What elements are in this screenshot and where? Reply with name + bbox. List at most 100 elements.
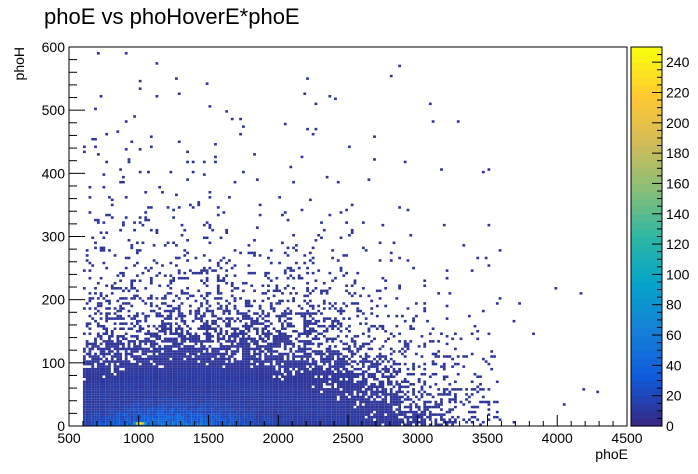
heatmap-bin [135, 337, 139, 341]
heatmap-bin [219, 393, 223, 396]
heatmap-bin [175, 370, 178, 373]
heatmap-bin [239, 375, 242, 378]
heatmap-bin [208, 383, 212, 386]
heatmap-bin [361, 377, 365, 381]
heatmap-bin [149, 294, 153, 298]
heatmap-bin [294, 420, 298, 424]
heatmap-bin [320, 352, 323, 356]
heatmap-bin [133, 393, 136, 396]
heatmap-bin [334, 380, 337, 384]
heatmap-bin [342, 357, 346, 361]
heatmap-bin [219, 355, 223, 358]
heatmap-bin [278, 393, 282, 396]
heatmap-bin [294, 398, 298, 401]
heatmap-bin [476, 405, 480, 409]
heatmap-bin [216, 261, 220, 265]
heatmap-bin [127, 413, 131, 416]
heatmap-bin [348, 377, 351, 381]
heatmap-bin [161, 400, 164, 404]
heatmap-bin [124, 367, 128, 371]
heatmap-bin [350, 350, 354, 353]
heatmap-bin [163, 415, 167, 419]
heatmap-bin [141, 388, 145, 391]
heatmap-bin [241, 372, 245, 376]
heatmap-bin [345, 403, 348, 406]
heatmap-bin [116, 400, 120, 404]
heatmap-bin [303, 360, 307, 363]
heatmap-bin [228, 403, 231, 406]
heatmap-bin [172, 385, 176, 389]
heatmap-bin [216, 292, 220, 295]
heatmap-bin [222, 415, 226, 419]
heatmap-bin [398, 390, 402, 394]
heatmap-bin [300, 415, 304, 419]
heatmap-bin [289, 390, 293, 394]
heatmap-bin [133, 388, 136, 391]
heatmap-bin [470, 393, 474, 396]
heatmap-bin [194, 342, 198, 346]
heatmap-bin [99, 403, 103, 406]
heatmap-bin [110, 395, 114, 399]
heatmap-bin [214, 352, 217, 356]
heatmap-bin [258, 408, 262, 411]
heatmap-bin [414, 423, 418, 426]
heatmap-bin [149, 372, 153, 376]
heatmap-bin [152, 355, 156, 358]
heatmap-bin [91, 385, 95, 389]
heatmap-bin [434, 413, 438, 416]
heatmap-bin [155, 304, 159, 308]
heatmap-bin [253, 312, 256, 315]
heatmap-bin [353, 367, 357, 371]
heatmap-bin [236, 347, 240, 351]
heatmap-bin [133, 342, 136, 346]
heatmap-bin [384, 370, 388, 373]
heatmap-bin [236, 372, 240, 376]
heatmap-bin [314, 395, 318, 399]
colorbar-band [631, 281, 662, 291]
heatmap-bin [161, 372, 164, 376]
heatmap-bin [99, 400, 103, 404]
heatmap-bin [233, 393, 237, 396]
heatmap-bin [214, 400, 217, 404]
heatmap-bin [208, 324, 212, 328]
heatmap-bin [108, 249, 111, 252]
heatmap-bin [172, 370, 176, 373]
heatmap-bin [308, 390, 312, 394]
heatmap-bin [105, 294, 109, 298]
heatmap-bin [244, 332, 248, 336]
heatmap-bin [361, 420, 365, 424]
heatmap-bin [236, 415, 240, 419]
heatmap-bin [105, 299, 109, 303]
heatmap-bin [364, 249, 368, 252]
heatmap-bin [294, 362, 298, 366]
heatmap-bin [292, 362, 295, 366]
heatmap-bin [286, 362, 290, 366]
heatmap-bin [275, 340, 279, 343]
heatmap-bin [138, 87, 142, 90]
heatmap-bin [423, 400, 427, 404]
heatmap-bin [328, 403, 332, 406]
heatmap-bin [334, 420, 337, 424]
heatmap-bin [191, 372, 195, 376]
heatmap-bin [345, 360, 348, 363]
heatmap-bin [169, 390, 173, 394]
heatmap-bin [423, 405, 427, 409]
heatmap-bin [163, 367, 167, 371]
heatmap-bin [177, 393, 181, 396]
heatmap-bin [303, 377, 307, 381]
heatmap-bin [202, 236, 206, 240]
heatmap-bin [286, 413, 290, 416]
heatmap-bin [328, 271, 332, 275]
heatmap-bin [247, 370, 251, 373]
heatmap-bin [236, 345, 240, 348]
heatmap-bin [289, 165, 293, 169]
heatmap-bin [141, 390, 145, 394]
heatmap-bin [339, 405, 343, 409]
heatmap-bin [356, 375, 360, 378]
heatmap-bin [158, 377, 162, 381]
heatmap-bin [490, 350, 494, 353]
heatmap-bin [155, 360, 159, 363]
heatmap-bin [345, 347, 348, 351]
heatmap-bin [124, 420, 128, 424]
heatmap-bin [94, 340, 97, 343]
